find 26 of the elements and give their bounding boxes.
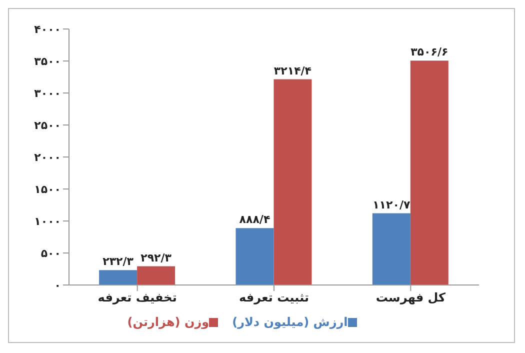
bar [274,79,312,285]
data-label: ۱۱۲۰/۷ [372,198,410,212]
bar [137,266,176,285]
bar [410,60,448,285]
data-label: ۸۸۸/۴ [239,213,270,226]
y-tick-label: ۰ [54,278,61,292]
bar [99,270,138,285]
data-label: ۲۹۲/۳ [140,251,172,264]
y-tick-label: ۱۵۰۰ [34,182,61,196]
bar [372,213,410,285]
x-tick-label: تخفیف تعرفه [98,290,177,305]
x-tick-label: تثبیت تعرفه [239,290,309,305]
y-tick-label: ۵۰۰ [40,246,61,260]
y-tick-label: ۲۰۰۰ [34,150,61,164]
legend-label: ارزش (میلیون دلار) [232,315,348,329]
y-tick-label: ۱۰۰۰ [34,214,61,228]
data-label: ۲۳۲/۳ [102,255,134,268]
data-label: ۳۵۰۶/۶ [410,46,448,59]
data-label: ۳۲۱۴/۴ [274,64,312,78]
y-tick-label: ۴۰۰۰ [34,22,61,36]
y-tick-label: ۳۰۰۰ [34,86,61,100]
y-tick-label: ۲۵۰۰ [34,118,61,132]
legend-label: وزن (هزارتن) [127,315,210,329]
y-tick-label: ۳۵۰۰ [34,54,61,68]
x-tick-label: کل فهرست [376,290,446,305]
bar [236,228,274,285]
